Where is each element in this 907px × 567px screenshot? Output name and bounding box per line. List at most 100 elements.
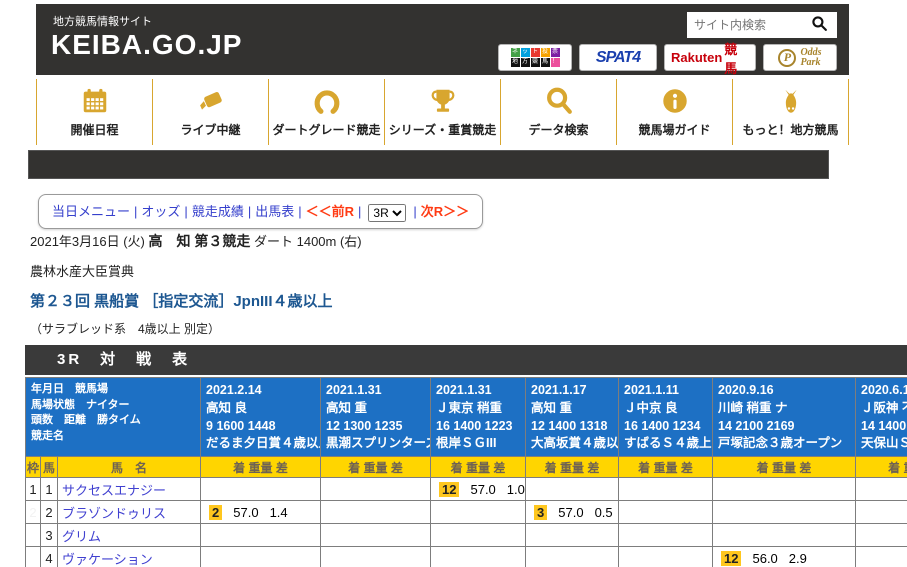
carried-weight: 57.0 bbox=[233, 504, 259, 520]
race-conditions: （サラブレッド系 4歳以上 別定） bbox=[30, 322, 221, 336]
carried-weight: 56.0 bbox=[752, 550, 778, 566]
result-cell bbox=[618, 546, 714, 567]
race-number-select[interactable]: 3R bbox=[368, 203, 407, 222]
link-entries[interactable]: 出馬表 bbox=[255, 204, 295, 219]
site-tagline: 地方競馬情報サイト bbox=[53, 16, 152, 28]
frame-number: 2 bbox=[25, 500, 41, 524]
result-cell bbox=[618, 477, 714, 501]
prev-race-link[interactable]: ＜＜前R bbox=[305, 204, 355, 219]
main-nav: 開催日程 ライブ中継 ダートグレード競走 シリーズ・重賞競走 データ検索 競馬場… bbox=[36, 79, 849, 145]
nav-item-guide[interactable]: 競馬場ガイド bbox=[616, 79, 732, 145]
col-header-result: 着 重量 差 bbox=[430, 456, 527, 478]
horse-row: 4 4 ヴァケーション 12 56.0 2.9 bbox=[25, 546, 907, 567]
race-info: 2021年3月16日 (火) 高 知 第３競走 ダート 1400m (右) 農林… bbox=[30, 231, 907, 361]
carried-weight: 57.0 bbox=[558, 504, 584, 520]
track-race-number: 高 知 第３競走 bbox=[148, 233, 251, 249]
margin-diff: 1.4 bbox=[269, 504, 288, 520]
col-header-number: 馬 bbox=[40, 456, 58, 478]
nav-item-series[interactable]: シリーズ・重賞競走 bbox=[384, 79, 500, 145]
result-cell bbox=[320, 500, 432, 524]
match-table: 年月日 競馬場 馬場状態 ナイター 頭数 距離 勝タイム 競走名 2021.2.14 高知… bbox=[25, 377, 907, 567]
horse-icon bbox=[776, 86, 806, 116]
race-column-header: 2021.1.31 Ｊ東京 稍重 16 1400 1223 根岸ＳＧIII bbox=[430, 377, 527, 457]
frame-number: 3 bbox=[25, 523, 41, 547]
calendar-icon bbox=[80, 86, 110, 116]
result-cell bbox=[855, 500, 907, 524]
banner-oddspark[interactable]: P Odds Park bbox=[763, 44, 837, 71]
col-header-result: 着 重量 差 bbox=[200, 456, 322, 478]
partner-banners: ネット投票 地方競馬！ SPAT4 Rakuten 競馬 P Odds Park bbox=[498, 42, 837, 76]
result-cell bbox=[855, 546, 907, 567]
result-cell bbox=[320, 523, 432, 547]
search-button[interactable] bbox=[801, 12, 837, 38]
match-table-title: 3R 対 戦 表 bbox=[25, 345, 907, 375]
result-cell bbox=[200, 546, 322, 567]
race-menu: 当日メニュー | オッズ | 競走成績 | 出馬表 | ＜＜前R | 3R | 次R＞＞ bbox=[38, 194, 484, 229]
site-search bbox=[687, 12, 837, 38]
site-logo[interactable]: KEIBA.GO.JP bbox=[51, 29, 243, 60]
frame-number: 4 bbox=[25, 546, 41, 567]
nav-item-data-search[interactable]: データ検索 bbox=[500, 79, 616, 145]
result-cell bbox=[855, 477, 907, 501]
result-cell: 12 56.0 2.9 bbox=[712, 546, 857, 567]
nav-item-dirt-grade[interactable]: ダートグレード競走 bbox=[268, 79, 384, 145]
banner-net-vote[interactable]: ネット投票 地方競馬！ bbox=[498, 44, 572, 71]
col-header-result: 着 重量 差 bbox=[855, 456, 907, 478]
col-header-frame: 枠 bbox=[25, 456, 41, 478]
result-cell: 12 57.0 1.0 bbox=[430, 477, 527, 501]
result-cell bbox=[430, 546, 527, 567]
margin-diff: 2.9 bbox=[788, 550, 807, 566]
result-cell bbox=[712, 523, 857, 547]
search-input[interactable] bbox=[687, 18, 801, 32]
link-odds[interactable]: オッズ bbox=[141, 204, 181, 219]
result-cell bbox=[525, 477, 620, 501]
horse-name-link[interactable]: グリム bbox=[56, 523, 202, 547]
result-cell bbox=[200, 523, 322, 547]
horse-name-link[interactable]: サクセスエナジー bbox=[56, 477, 202, 501]
result-cell bbox=[200, 477, 322, 501]
link-results[interactable]: 競走成績 bbox=[191, 204, 244, 219]
banner-rakuten-keiba[interactable]: Rakuten 競馬 bbox=[664, 42, 756, 76]
margin-diff: 0.5 bbox=[594, 504, 613, 520]
nav-item-schedule[interactable]: 開催日程 bbox=[36, 79, 152, 145]
sub-header-bar bbox=[28, 150, 829, 179]
finish-position-badge: 3 bbox=[534, 504, 548, 520]
nav-item-motto[interactable]: もっと！地方競馬 bbox=[732, 79, 849, 145]
horse-name-link[interactable]: ブラゾンドゥリス bbox=[56, 500, 202, 524]
match-table-section: 3R 対 戦 表 年月日 競馬場 馬場状態 ナイター 頭数 距離 勝タイム 競走名 20… bbox=[25, 345, 907, 567]
rakuten-logo: Rakuten bbox=[671, 50, 723, 65]
trophy-icon bbox=[428, 86, 458, 116]
horse-number: 3 bbox=[40, 523, 58, 547]
horse-row: 1 1 サクセスエナジー 12 57.0 1.0 bbox=[25, 477, 907, 501]
link-today-menu[interactable]: 当日メニュー bbox=[52, 204, 131, 219]
result-cell bbox=[618, 500, 714, 524]
video-camera-icon bbox=[196, 86, 226, 116]
col-header-name: 馬 名 bbox=[56, 456, 202, 478]
col-header-result: 着 重量 差 bbox=[618, 456, 714, 478]
next-race-link[interactable]: 次R＞＞ bbox=[420, 204, 470, 219]
result-cell bbox=[320, 477, 432, 501]
margin-diff: 1.0 bbox=[506, 481, 525, 497]
col-header-result: 着 重量 差 bbox=[320, 456, 432, 478]
nav-item-live[interactable]: ライブ中継 bbox=[152, 79, 268, 145]
banner-spat4[interactable]: SPAT4 bbox=[579, 44, 657, 71]
result-cell bbox=[855, 523, 907, 547]
net-vote-logo: ネット投票 地方競馬！ bbox=[510, 48, 560, 67]
magnifier-icon bbox=[811, 15, 828, 35]
table-legend: 年月日 競馬場 馬場状態 ナイター 頭数 距離 勝タイム 競走名 bbox=[25, 377, 202, 457]
spat4-logo: SPAT4 bbox=[595, 48, 641, 66]
finish-position-badge: 12 bbox=[439, 481, 460, 497]
result-cell: 3 57.0 0.5 bbox=[525, 500, 620, 524]
result-cell bbox=[525, 546, 620, 567]
horse-row: 3 3 グリム bbox=[25, 523, 907, 547]
info-icon bbox=[660, 86, 690, 116]
horse-name-link[interactable]: ヴァケーション bbox=[56, 546, 202, 567]
result-cell bbox=[430, 500, 527, 524]
col-header-result: 着 重量 差 bbox=[712, 456, 857, 478]
result-cell bbox=[525, 523, 620, 547]
result-cell bbox=[430, 523, 527, 547]
